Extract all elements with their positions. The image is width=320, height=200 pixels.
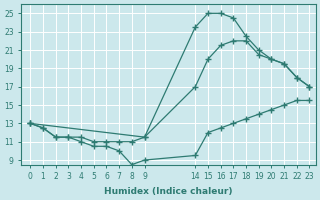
X-axis label: Humidex (Indice chaleur): Humidex (Indice chaleur) [104,187,233,196]
